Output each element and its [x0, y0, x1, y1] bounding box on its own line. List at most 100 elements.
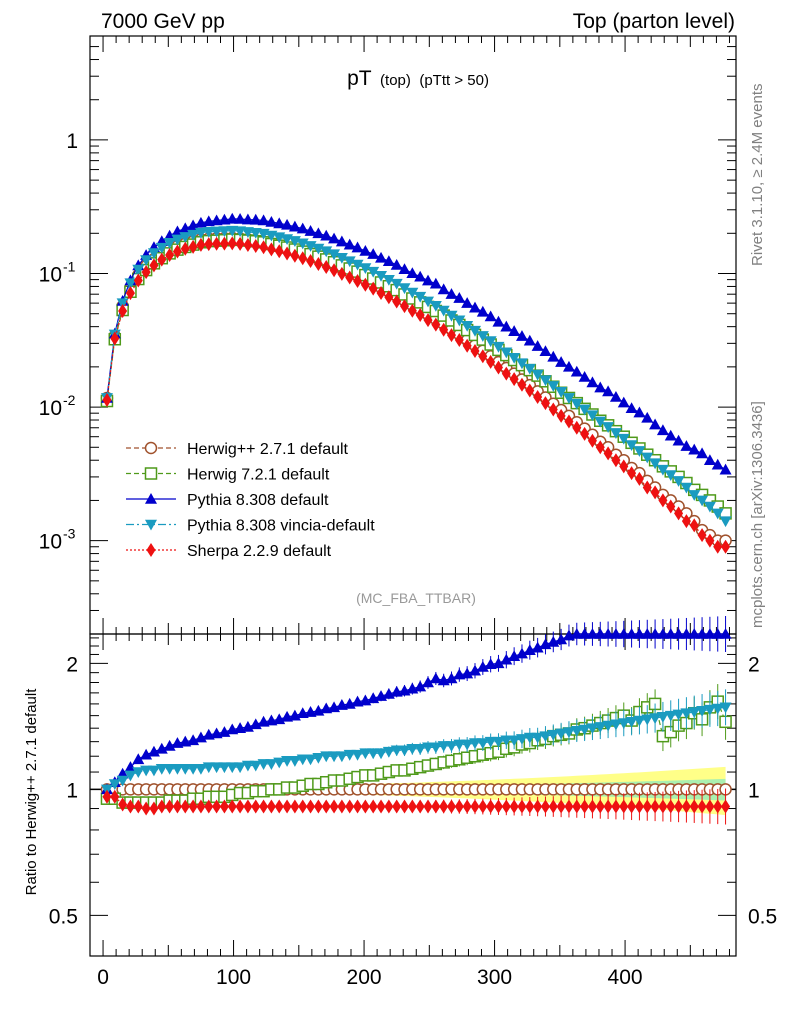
ratio-data-point	[110, 789, 120, 804]
main-y-tick-exponent: -2	[63, 392, 76, 408]
main-data-point	[454, 332, 464, 347]
ratio-data-point	[155, 742, 168, 754]
main-data-point	[633, 406, 646, 418]
ratio-data-point	[108, 779, 121, 790]
main-data-point	[132, 264, 145, 276]
main-data-point	[602, 385, 615, 397]
main-data-point	[157, 252, 167, 267]
ratio-data-point	[147, 765, 160, 777]
main-data-point	[570, 398, 583, 410]
ratio-data-point	[187, 763, 200, 775]
main-series-3	[100, 225, 732, 528]
main-data-point	[462, 338, 472, 353]
main-data-point	[281, 218, 294, 230]
main-data-point	[304, 225, 317, 236]
ratio-data-point	[609, 628, 622, 639]
main-data-point	[273, 217, 286, 229]
main-data-point	[666, 499, 676, 514]
ratio-data-point	[562, 727, 575, 739]
main-data-point	[500, 347, 513, 359]
ratio-data-point	[688, 707, 701, 719]
ratio-data-point	[437, 741, 450, 752]
ratio-y-tick-label-right: 2	[748, 653, 760, 676]
ratio-data-point	[102, 789, 112, 804]
ratio-data-point	[257, 759, 270, 770]
main-data-point	[227, 236, 237, 251]
ratio-data-point	[226, 762, 239, 774]
ratio-data-point	[172, 799, 182, 814]
main-data-point	[611, 453, 621, 468]
main-data-point	[445, 310, 458, 322]
ratio-data-point	[304, 754, 317, 766]
main-data-point	[384, 290, 394, 305]
main-data-point	[688, 443, 701, 455]
ratio-data-point	[680, 708, 693, 720]
main-data-point	[226, 212, 239, 224]
ratio-data-point	[656, 712, 669, 723]
main-data-point	[422, 296, 435, 308]
main-series-layer	[100, 212, 732, 554]
main-data-point	[562, 360, 575, 372]
main-data-point	[312, 243, 325, 255]
main-data-point	[711, 508, 724, 520]
ratio-data-point	[547, 730, 560, 741]
legend-marker	[145, 493, 157, 504]
ratio-data-point	[429, 672, 442, 684]
main-data-point	[234, 212, 247, 224]
main-data-point	[116, 298, 129, 310]
main-data-point	[257, 214, 270, 226]
main-data-point	[586, 376, 599, 388]
ratio-data-point	[406, 743, 419, 755]
ratio-data-point	[649, 713, 662, 725]
ratio-data-point	[594, 722, 607, 733]
ratio-data-point	[711, 703, 724, 715]
ratio-data-point	[578, 628, 591, 639]
ratio-data-point	[650, 799, 660, 814]
ratio-data-point	[210, 762, 223, 774]
main-data-point	[476, 305, 489, 317]
main-data-point	[564, 414, 574, 429]
ratio-data-point	[719, 628, 732, 639]
main-data-point	[165, 248, 175, 263]
main-data-point	[196, 237, 206, 252]
ratio-ylabel: Ratio to Herwig++ 2.7.1 default	[23, 688, 40, 896]
ratio-data-point	[313, 799, 323, 814]
main-data-point	[415, 308, 425, 323]
main-data-point	[375, 251, 388, 263]
main-y-tick-exponent: -1	[63, 259, 76, 275]
main-data-point	[525, 383, 535, 398]
ratio-data-point	[163, 739, 176, 751]
ratio-data-point	[719, 702, 732, 714]
ratio-data-point	[351, 749, 364, 761]
ratio-data-point	[478, 799, 488, 814]
main-data-point	[429, 301, 442, 312]
ratio-data-point	[697, 799, 707, 814]
main-data-point	[658, 493, 668, 508]
ratio-data-point	[470, 799, 480, 814]
ratio-data-point	[227, 799, 237, 814]
ratio-data-point	[625, 717, 638, 728]
main-data-point	[398, 283, 411, 295]
ratio-data-point	[249, 760, 262, 772]
ratio-data-point	[540, 799, 550, 814]
main-data-point	[719, 463, 732, 475]
main-data-point	[249, 213, 262, 225]
main-data-point	[515, 330, 528, 341]
main-data-point	[664, 470, 677, 482]
ratio-data-point	[321, 799, 331, 814]
ratio-data-point	[586, 723, 599, 735]
main-data-point	[163, 238, 176, 249]
ratio-data-point	[461, 739, 474, 751]
ratio-data-point	[696, 628, 709, 639]
main-data-point	[306, 254, 316, 269]
main-data-point	[641, 452, 654, 464]
main-data-point	[531, 340, 544, 351]
main-data-point	[171, 234, 184, 246]
main-data-point	[382, 255, 395, 267]
ratio-data-point	[171, 763, 184, 775]
main-data-point	[547, 350, 560, 362]
main-data-point	[619, 459, 629, 474]
main-data-point	[367, 266, 380, 278]
main-data-point	[711, 458, 724, 470]
ratio-data-point	[500, 735, 513, 747]
